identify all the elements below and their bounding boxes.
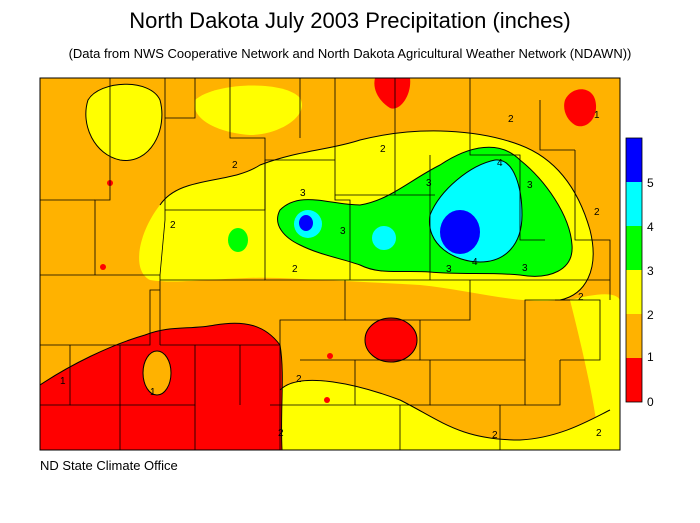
legend-label-4: 4 — [647, 220, 654, 234]
contour-label: 3 — [300, 188, 306, 199]
red-northeast — [564, 89, 597, 127]
credit-text: ND State Climate Office — [40, 458, 178, 473]
contour-label: 3 — [446, 264, 452, 275]
legend-label-3: 3 — [647, 264, 654, 278]
contour-label: 2 — [596, 428, 602, 439]
contour-label: 2 — [594, 207, 600, 218]
red-dot-1 — [100, 264, 106, 270]
legend: 5 4 3 2 1 0 — [625, 137, 654, 409]
legend-swatch-0 — [626, 358, 642, 402]
red-dot-3 — [327, 353, 333, 359]
contour-label: 2 — [292, 264, 298, 275]
orange-hole — [143, 351, 171, 395]
yellow-north-central — [194, 85, 302, 135]
contour-label: 3 — [522, 263, 528, 274]
contour-label: 3 — [527, 180, 533, 191]
legend-swatch-1 — [626, 314, 642, 358]
contour-label: 4 — [472, 257, 478, 268]
contour-label: 2 — [380, 144, 386, 155]
contour-label: 1 — [594, 110, 600, 121]
contour-label: 4 — [497, 158, 503, 169]
contour-label: 2 — [508, 114, 514, 125]
cyan-center — [372, 226, 396, 250]
contour-label: 1 — [150, 387, 156, 398]
contour-label: 2 — [296, 374, 302, 385]
blue-west-max — [299, 215, 313, 231]
contour-label: 2 — [232, 160, 238, 171]
blue-east-max — [440, 210, 480, 254]
legend-swatch-5 — [626, 138, 642, 182]
contour-label: 1 — [60, 376, 66, 387]
legend-swatch-3 — [626, 226, 642, 270]
red-dot-4 — [324, 397, 330, 403]
yellow-northwest — [85, 84, 162, 161]
legend-label-5: 5 — [647, 176, 654, 190]
map-subtitle: (Data from NWS Cooperative Network and N… — [68, 46, 632, 61]
yellow-south — [250, 380, 620, 450]
red-north-border — [374, 78, 411, 109]
legend-swatch-2 — [626, 270, 642, 314]
contour-label: 2 — [170, 220, 176, 231]
contour-label: 3 — [426, 178, 432, 189]
legend-label-0: 0 — [647, 395, 654, 409]
county-boundaries — [40, 78, 611, 450]
contour-label: 3 — [340, 226, 346, 237]
legend-label-2: 2 — [647, 308, 654, 322]
red-south-central — [365, 318, 417, 362]
contour-label-group: 2 2 2 2 2 2 2 3 3 3 3 3 4 4 3 1 1 2 2 2 … — [60, 110, 602, 441]
contour-label: 2 — [492, 430, 498, 441]
contour-label: 2 — [278, 428, 284, 439]
contour-label: 2 — [578, 292, 584, 303]
zone-5-plus — [299, 210, 480, 254]
map-frame — [39, 77, 621, 451]
legend-label-1: 1 — [647, 350, 654, 364]
map-title: North Dakota July 2003 Precipitation (in… — [129, 8, 571, 33]
green-blob-west — [228, 228, 248, 252]
legend-swatch-4 — [626, 182, 642, 226]
